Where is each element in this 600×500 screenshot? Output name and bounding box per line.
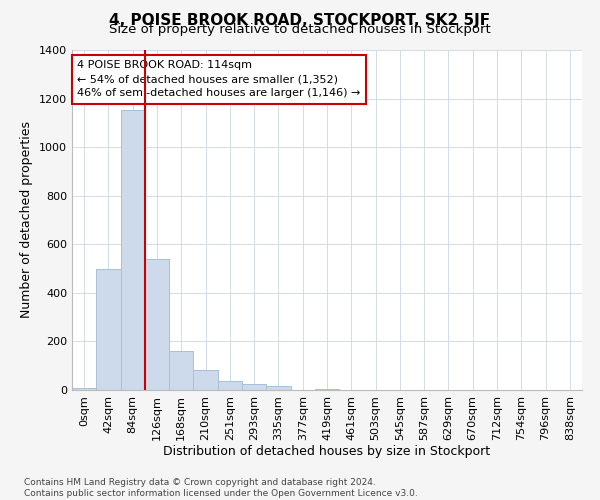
Bar — [193, 370, 218, 390]
Bar — [169, 351, 193, 390]
Text: 4, POISE BROOK ROAD, STOCKPORT, SK2 5JF: 4, POISE BROOK ROAD, STOCKPORT, SK2 5JF — [109, 12, 491, 28]
Y-axis label: Number of detached properties: Number of detached properties — [20, 122, 34, 318]
Text: 4 POISE BROOK ROAD: 114sqm
← 54% of detached houses are smaller (1,352)
46% of s: 4 POISE BROOK ROAD: 114sqm ← 54% of deta… — [77, 60, 361, 98]
Text: Size of property relative to detached houses in Stockport: Size of property relative to detached ho… — [109, 22, 491, 36]
Bar — [96, 268, 121, 390]
Bar — [72, 388, 96, 390]
Bar — [121, 110, 145, 390]
X-axis label: Distribution of detached houses by size in Stockport: Distribution of detached houses by size … — [163, 446, 491, 458]
Bar — [315, 389, 339, 390]
Bar — [145, 259, 169, 390]
Bar — [266, 386, 290, 390]
Text: Contains HM Land Registry data © Crown copyright and database right 2024.
Contai: Contains HM Land Registry data © Crown c… — [24, 478, 418, 498]
Bar — [242, 384, 266, 390]
Bar — [218, 381, 242, 390]
